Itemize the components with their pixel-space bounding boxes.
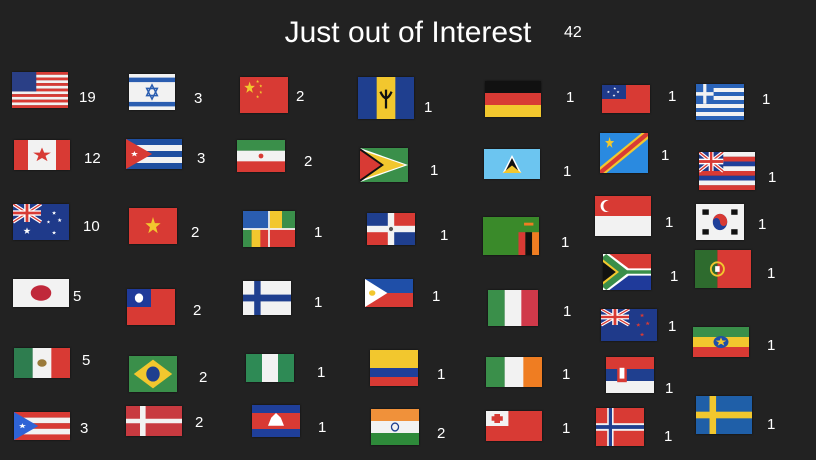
flag-count: 1: [563, 303, 572, 320]
flag-count: 1: [767, 416, 776, 433]
flag-count: 19: [79, 89, 96, 106]
total-count: 42: [564, 24, 582, 41]
flag-count: 3: [80, 420, 89, 437]
cuba-flag-icon: [126, 139, 182, 169]
vietnam-flag-icon: [129, 208, 177, 244]
nigeria-flag-icon: [246, 354, 294, 382]
denmark-flag-icon: [126, 406, 182, 436]
flag-count: 1: [317, 364, 326, 381]
flag-count: 2: [199, 369, 208, 386]
flag-count: 1: [767, 265, 776, 282]
ethiopia-flag-icon: [693, 327, 749, 357]
puerto-rico-flag-icon: [14, 412, 70, 440]
india-flag-icon: [371, 409, 419, 445]
italy-flag-icon: [488, 290, 538, 326]
flag-count: 1: [670, 268, 679, 285]
flag-count: 1: [562, 366, 571, 383]
flag-count: 1: [314, 294, 323, 311]
flag-count: 2: [437, 425, 446, 442]
flag-count: 1: [665, 214, 674, 231]
flag-count: 10: [83, 218, 100, 235]
flag-count: 1: [318, 419, 327, 436]
flag-count: 2: [191, 224, 200, 241]
new-zealand-flag-icon: [601, 309, 657, 341]
slide-title: Just out of Interest: [284, 16, 532, 49]
south-korea-flag-icon: [696, 204, 744, 240]
saint-lucia-flag-icon: [484, 149, 540, 179]
flag-count: 2: [296, 88, 305, 105]
usa-flag-icon: [12, 72, 68, 108]
flag-count: 1: [762, 91, 771, 108]
flag-count: 2: [195, 414, 204, 431]
south-africa-flag-icon: [603, 254, 651, 290]
flag-count: 1: [440, 227, 449, 244]
flag-count: 1: [767, 337, 776, 354]
flag-count: 1: [665, 380, 674, 397]
serbia-flag-icon: [606, 357, 654, 393]
flag-count: 1: [437, 366, 446, 383]
flag-count: 1: [768, 169, 777, 186]
flag-count: 1: [430, 162, 439, 179]
china-flag-icon: [240, 77, 288, 113]
greece-flag-icon: [696, 84, 744, 120]
ireland-flag-icon: [486, 357, 542, 387]
acadiana-flag-icon: [243, 211, 295, 247]
philippines-flag-icon: [365, 279, 413, 307]
japan-flag-icon: [13, 279, 69, 307]
sweden-flag-icon: [696, 396, 752, 434]
flag-count: 1: [424, 99, 433, 116]
flag-count: 5: [82, 352, 91, 369]
finland-flag-icon: [243, 281, 291, 315]
brazil-flag-icon: [129, 356, 177, 392]
israel-flag-icon: [129, 74, 175, 110]
dr-congo-flag-icon: [600, 133, 648, 173]
flag-count: 1: [563, 163, 572, 180]
flag-count: 3: [197, 150, 206, 167]
flag-count: 1: [314, 224, 323, 241]
flag-count: 1: [668, 318, 677, 335]
singapore-flag-icon: [595, 196, 651, 236]
flag-count: 2: [193, 302, 202, 319]
taiwan-flag-icon: [127, 289, 175, 325]
cambodia-flag-icon: [252, 405, 300, 437]
samoa-flag-icon: [602, 85, 650, 113]
flag-count: 12: [84, 150, 101, 167]
germany-flag-icon: [485, 81, 541, 117]
flag-count: 3: [194, 90, 203, 107]
colombia-flag-icon: [370, 350, 418, 386]
mexico-flag-icon: [14, 348, 70, 378]
tonga-flag-icon: [486, 411, 542, 441]
dominican-republic-flag-icon: [367, 213, 415, 245]
iran-flag-icon: [237, 140, 285, 172]
norway-flag-icon: [596, 408, 644, 446]
portugal-flag-icon: [695, 250, 751, 288]
flag-count: 1: [562, 420, 571, 437]
flag-count: 1: [561, 234, 570, 251]
flag-count: 1: [566, 89, 575, 106]
flag-count: 5: [73, 288, 82, 305]
australia-flag-icon: [13, 204, 69, 240]
flag-count: 1: [758, 216, 767, 233]
flag-count: 1: [432, 288, 441, 305]
flag-count: 1: [664, 428, 673, 445]
flag-count: 1: [668, 88, 677, 105]
canada-flag-icon: [14, 140, 70, 170]
hawaii-flag-icon: [699, 152, 755, 190]
flag-count: 1: [661, 147, 670, 164]
flag-count: 2: [304, 153, 313, 170]
guyana-flag-icon: [360, 148, 408, 182]
zambia-flag-icon: [483, 217, 539, 255]
barbados-flag-icon: [358, 77, 414, 119]
